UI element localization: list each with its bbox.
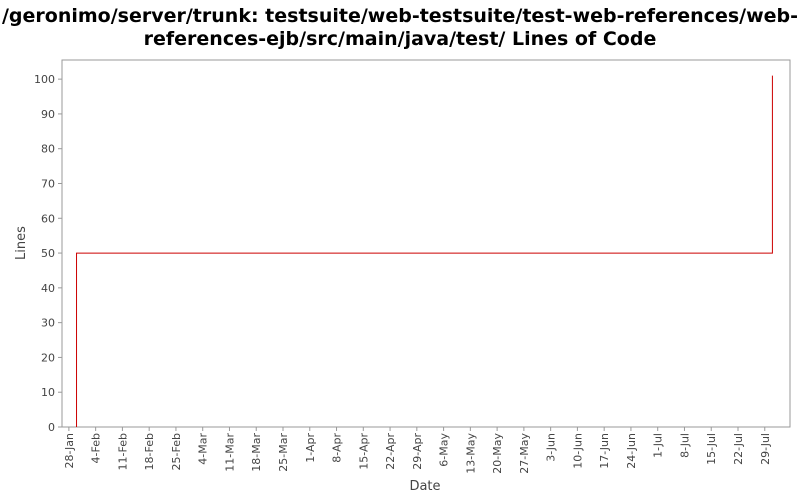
y-tick-label: 50 bbox=[41, 247, 55, 260]
y-tick-label: 20 bbox=[41, 351, 55, 364]
x-axis-label: Date bbox=[409, 479, 440, 494]
x-tick-label: 22-Apr bbox=[384, 433, 397, 470]
x-tick-label: 25-Mar bbox=[277, 433, 290, 472]
x-tick-label: 28-Jan bbox=[63, 433, 76, 469]
x-tick-label: 8-Apr bbox=[331, 433, 344, 463]
y-tick-label: 10 bbox=[41, 386, 55, 399]
x-tick-label: 8-Jul bbox=[678, 433, 691, 458]
y-tick-label: 40 bbox=[41, 282, 55, 295]
x-tick-label: 1-Apr bbox=[304, 433, 317, 463]
chart-title: references-ejb/src/main/java/test/ Lines… bbox=[144, 28, 657, 50]
y-tick-label: 90 bbox=[41, 108, 55, 121]
x-tick-label: 29-Jul bbox=[759, 433, 772, 465]
x-tick-label: 4-Mar bbox=[197, 433, 210, 465]
x-tick-label: 18-Mar bbox=[250, 433, 263, 472]
y-tick-label: 80 bbox=[41, 143, 55, 156]
x-tick-label: 20-May bbox=[491, 433, 504, 474]
x-tick-label: 27-May bbox=[518, 433, 531, 474]
x-tick-label: 17-Jun bbox=[598, 433, 611, 469]
x-tick-label: 13-May bbox=[464, 433, 477, 474]
x-tick-label: 15-Apr bbox=[357, 433, 370, 470]
x-tick-label: 24-Jun bbox=[625, 433, 638, 469]
x-tick-label: 11-Mar bbox=[223, 433, 236, 472]
x-tick-label: 15-Jul bbox=[705, 433, 718, 465]
x-tick-label: 18-Feb bbox=[143, 433, 156, 470]
y-tick-label: 100 bbox=[34, 73, 55, 86]
x-tick-label: 11-Feb bbox=[116, 433, 129, 470]
chart-title: /geronimo/server/trunk: testsuite/web-te… bbox=[2, 5, 798, 27]
x-tick-label: 22-Jul bbox=[732, 433, 745, 465]
y-tick-label: 0 bbox=[48, 421, 55, 434]
x-tick-label: 1-Jul bbox=[652, 433, 665, 458]
data-line bbox=[76, 75, 773, 427]
y-tick-label: 30 bbox=[41, 317, 55, 330]
x-tick-label: 4-Feb bbox=[90, 433, 103, 463]
y-axis-label: Lines bbox=[14, 226, 29, 260]
x-tick-label: 29-Apr bbox=[411, 433, 424, 470]
x-tick-label: 10-Jun bbox=[571, 433, 584, 469]
y-tick-label: 60 bbox=[41, 212, 55, 225]
x-tick-label: 25-Feb bbox=[170, 433, 183, 470]
plot-area bbox=[61, 59, 791, 428]
y-tick-label: 70 bbox=[41, 177, 55, 190]
x-tick-label: 3-Jun bbox=[545, 433, 558, 462]
x-tick-label: 6-May bbox=[438, 433, 451, 467]
